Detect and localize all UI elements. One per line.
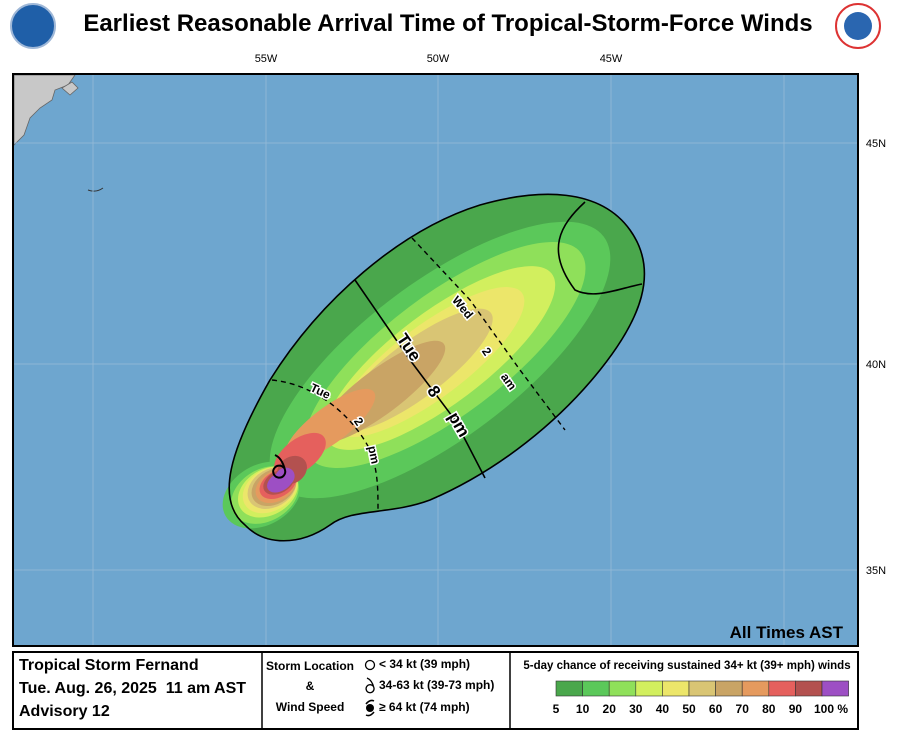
scale-swatch: [821, 680, 849, 697]
symbol-title: Wind Speed: [276, 700, 345, 714]
scale-swatch: [662, 680, 690, 697]
scale-label: 60: [709, 702, 723, 716]
symbol-icon: [364, 659, 376, 671]
scale-swatch: [608, 680, 637, 697]
scale-label: 20: [603, 702, 617, 716]
symbol-title: &: [306, 679, 315, 693]
scale-label: 100 %: [814, 702, 848, 716]
scale-swatch: [768, 680, 796, 697]
lon-label: 55W: [255, 53, 278, 65]
scale-label: 90: [789, 702, 803, 716]
scale-title: 5-day chance of receiving sustained 34+ …: [523, 660, 850, 672]
scale-label: 10: [576, 702, 590, 716]
legend: Tropical Storm Fernand Tue. Aug. 26, 202…: [12, 651, 859, 730]
scale-swatch: [688, 680, 716, 697]
scale-swatch: [715, 680, 743, 697]
storm-date: Tue. Aug. 26, 2025 11 am AST: [19, 680, 246, 697]
band: [267, 471, 293, 493]
scale-label: 40: [656, 702, 670, 716]
storm-symbol: [272, 454, 287, 479]
time-line: [354, 279, 486, 479]
symbol-label: < 34 kt (39 mph): [379, 657, 470, 671]
scale-label: 50: [682, 702, 696, 716]
probability-field: [222, 194, 645, 541]
scale-swatch: [555, 680, 583, 697]
symbol-label: ≥ 64 kt (74 mph): [379, 700, 470, 714]
scale-label: 80: [762, 702, 776, 716]
symbol-icon: [365, 677, 375, 694]
scale-swatch: [635, 680, 663, 697]
lat-label: 40N: [866, 359, 886, 371]
time-label: pm: [365, 445, 382, 466]
lon-label: 45W: [600, 53, 623, 65]
scale-label: 5: [553, 702, 560, 716]
land: [13, 74, 76, 146]
contour: [557, 201, 643, 295]
note: All Times AST: [730, 623, 844, 642]
scale-swatch: [741, 680, 770, 697]
lat-label: 35N: [866, 565, 886, 577]
lon-label: 50W: [427, 53, 450, 65]
coast: [87, 187, 104, 192]
title: Earliest Reasonable Arrival Time of Trop…: [83, 10, 812, 37]
scale-swatch: [795, 680, 823, 697]
symbol-title: Storm Location: [266, 659, 354, 673]
graticule: [13, 74, 858, 646]
nws-logo-inner: [844, 12, 872, 40]
scale-label: 30: [629, 702, 643, 716]
lat-label: 45N: [866, 138, 886, 150]
noaa-logo: [10, 3, 56, 49]
island: [61, 81, 79, 96]
symbol-label: 34-63 kt (39-73 mph): [379, 678, 494, 692]
time-line-dashed: [271, 379, 379, 511]
scale-label: 70: [736, 702, 750, 716]
storm-name: Tropical Storm Fernand: [19, 657, 199, 674]
scale-swatch: [582, 680, 610, 697]
map-frame: [12, 73, 859, 647]
advisory: Advisory 12: [19, 703, 110, 720]
time-line-dashed: [411, 237, 566, 431]
outer-contour: [228, 193, 646, 542]
symbol-icon: [366, 704, 374, 712]
